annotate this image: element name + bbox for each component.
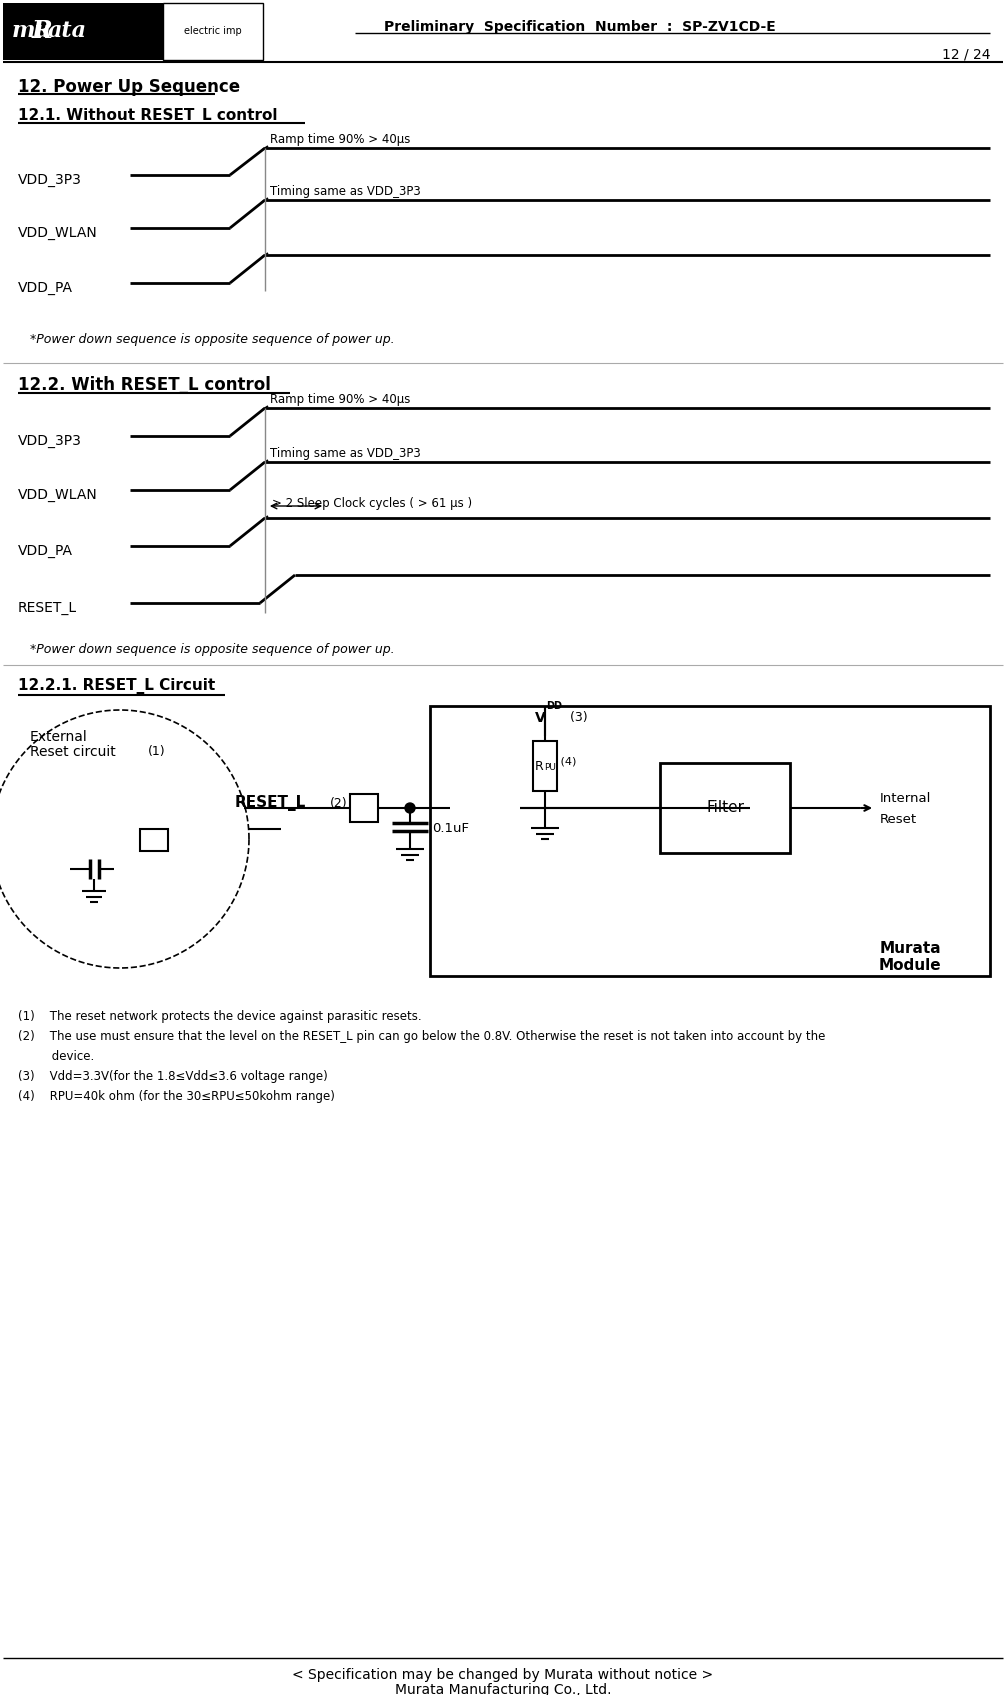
Text: Filter: Filter xyxy=(706,800,744,815)
Text: External: External xyxy=(30,731,88,744)
Bar xyxy=(350,793,378,822)
Text: electric imp: electric imp xyxy=(184,25,242,36)
Text: 12 / 24: 12 / 24 xyxy=(942,47,990,61)
Text: *Power down sequence is opposite sequence of power up.: *Power down sequence is opposite sequenc… xyxy=(30,642,395,656)
Text: (2): (2) xyxy=(330,797,347,810)
Text: (3): (3) xyxy=(562,710,588,724)
Polygon shape xyxy=(450,790,510,825)
Text: (3)    Vdd=3.3V(for the 1.8≤Vdd≤3.6 voltage range): (3) Vdd=3.3V(for the 1.8≤Vdd≤3.6 voltage… xyxy=(18,1070,327,1083)
Text: device.: device. xyxy=(18,1049,95,1063)
Text: Module: Module xyxy=(879,958,942,973)
Text: *Power down sequence is opposite sequence of power up.: *Power down sequence is opposite sequenc… xyxy=(30,332,395,346)
Text: Murata Manufacturing Co., Ltd.: Murata Manufacturing Co., Ltd. xyxy=(395,1683,611,1695)
Bar xyxy=(140,829,168,851)
Text: Ramp time 90% > 40µs: Ramp time 90% > 40µs xyxy=(270,393,411,407)
Text: 12.2. With RESET_L control: 12.2. With RESET_L control xyxy=(18,376,271,393)
Text: RESET_L: RESET_L xyxy=(235,795,306,810)
Bar xyxy=(533,741,557,792)
Text: Ramp time 90% > 40µs: Ramp time 90% > 40µs xyxy=(270,132,411,146)
Text: > 2 Sleep Clock cycles ( > 61 µs ): > 2 Sleep Clock cycles ( > 61 µs ) xyxy=(272,497,472,510)
Text: VDD_PA: VDD_PA xyxy=(18,281,73,295)
Circle shape xyxy=(405,803,415,814)
Text: Murata: Murata xyxy=(879,941,941,956)
Text: Timing same as VDD_3P3: Timing same as VDD_3P3 xyxy=(270,447,421,459)
Text: Internal: Internal xyxy=(880,792,931,805)
Text: Timing same as VDD_3P3: Timing same as VDD_3P3 xyxy=(270,185,421,198)
Text: 12.1. Without RESET_L control: 12.1. Without RESET_L control xyxy=(18,108,278,124)
Text: mu: mu xyxy=(12,20,51,42)
Bar xyxy=(3,3,163,59)
Text: Preliminary  Specification  Number  :  SP-ZV1CD-E: Preliminary Specification Number : SP-ZV… xyxy=(384,20,775,34)
Text: 12. Power Up Sequence: 12. Power Up Sequence xyxy=(18,78,240,97)
Text: VDD_PA: VDD_PA xyxy=(18,544,73,558)
Text: VDD_3P3: VDD_3P3 xyxy=(18,173,82,186)
Text: < Specification may be changed by Murata without notice >: < Specification may be changed by Murata… xyxy=(292,1668,714,1681)
Text: DD: DD xyxy=(546,702,562,710)
Text: VDD_WLAN: VDD_WLAN xyxy=(18,225,98,241)
Text: Reset circuit: Reset circuit xyxy=(30,746,116,759)
Text: (1)    The reset network protects the device against parasitic resets.: (1) The reset network protects the devic… xyxy=(18,1010,422,1024)
Text: RESET_L: RESET_L xyxy=(18,602,78,615)
Circle shape xyxy=(510,803,520,814)
Text: (4): (4) xyxy=(557,756,576,766)
Text: V: V xyxy=(535,710,546,725)
Text: (2)    The use must ensure that the level on the RESET_L pin can go below the 0.: (2) The use must ensure that the level o… xyxy=(18,1031,826,1042)
Text: R: R xyxy=(32,19,52,42)
Bar xyxy=(163,3,263,59)
Text: (1): (1) xyxy=(148,746,165,758)
Text: VDD_3P3: VDD_3P3 xyxy=(18,434,82,447)
Text: PU: PU xyxy=(544,763,556,773)
Text: (4)    RPU=40k ohm (for the 30≤RPU≤50kohm range): (4) RPU=40k ohm (for the 30≤RPU≤50kohm r… xyxy=(18,1090,335,1103)
Text: Reset: Reset xyxy=(880,814,917,825)
Text: 12.2.1. RESET_L Circuit: 12.2.1. RESET_L Circuit xyxy=(18,678,215,693)
Bar xyxy=(660,763,790,853)
Text: ata: ata xyxy=(48,20,87,42)
Text: R: R xyxy=(535,759,543,773)
Text: VDD_WLAN: VDD_WLAN xyxy=(18,488,98,502)
Bar xyxy=(430,707,990,976)
Text: 0.1uF: 0.1uF xyxy=(432,822,469,836)
